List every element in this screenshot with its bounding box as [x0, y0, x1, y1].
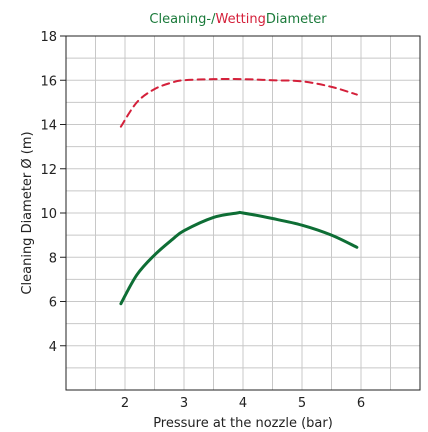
chart-title: Cleaning-/WettingDiameter [149, 12, 327, 27]
series-line-wetting-diameter [119, 78, 358, 128]
x-axis-label: Pressure at the nozzle (bar) [153, 416, 333, 431]
x-tick-label: 4 [239, 396, 247, 411]
y-tick-label: 8 [49, 251, 57, 266]
x-tick-label: 5 [298, 396, 306, 411]
series-line-cleaning-diameter [119, 210, 359, 306]
y-tick-label: 18 [40, 30, 57, 45]
y-tick-label: 10 [40, 207, 57, 222]
x-tick-label: 2 [121, 396, 129, 411]
y-axis-label: Cleaning Diameter Ø (m) [20, 131, 35, 294]
grid [66, 36, 420, 390]
y-tick-label: 14 [40, 119, 57, 134]
x-tick-label: 6 [357, 396, 365, 411]
y-tick-label: 4 [49, 340, 57, 355]
y-tick-label: 12 [40, 163, 57, 178]
axis-ticks: 2 3 4 5 6 4 6 8 10 12 14 16 18 [40, 30, 365, 411]
y-tick-label: 6 [49, 296, 57, 311]
series-group [119, 78, 359, 306]
x-tick-label: 3 [180, 396, 188, 411]
y-tick-label: 16 [40, 74, 57, 89]
title-part-wetting: Wetting [215, 12, 265, 27]
title-part-cleaning: Cleaning-/ [149, 12, 216, 27]
title-part-diameter: Diameter [266, 12, 327, 27]
